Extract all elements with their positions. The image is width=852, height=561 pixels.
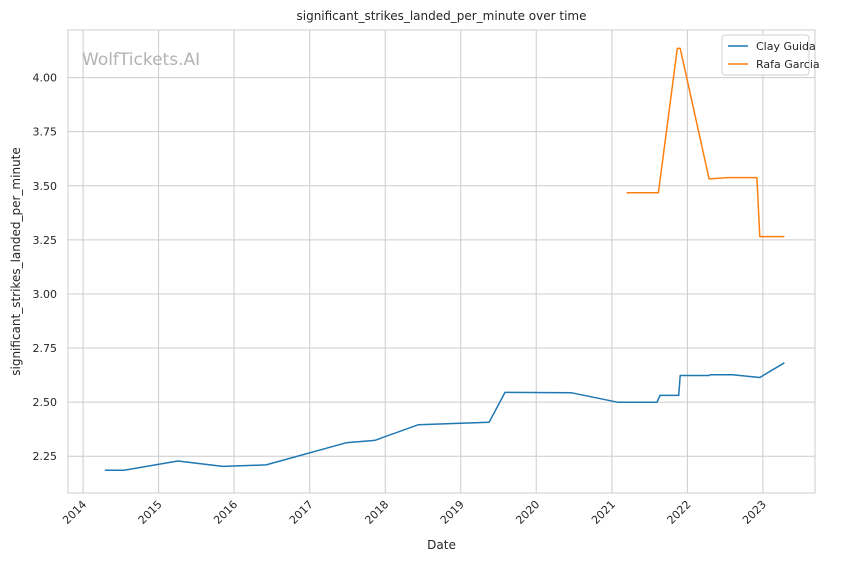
x-axis-ticks: 2014 2015 2016 2017 2018 2019 2020 2021 2022 2023 — [60, 498, 769, 527]
x-tick-label: 2023 — [740, 498, 769, 527]
x-tick-label: 2017 — [287, 498, 316, 527]
x-tick-label: 2016 — [211, 498, 240, 527]
x-tick-label: 2022 — [665, 498, 694, 527]
legend-box — [721, 34, 810, 76]
series-lines — [104, 47, 785, 472]
series-line-1 — [104, 362, 785, 472]
chart-title: significant_strikes_landed_per_minute ov… — [296, 9, 586, 23]
y-tick-label: 3.25 — [33, 234, 58, 247]
grid-lines — [68, 30, 815, 493]
y-tick-label: 4.00 — [33, 72, 58, 85]
x-tick-label: 2015 — [136, 498, 165, 527]
series-line-2 — [626, 47, 785, 238]
y-axis-ticks: 2.25 2.50 2.75 3.00 3.25 3.50 3.75 4.00 — [33, 72, 58, 464]
y-axis-title: significant_strikes_landed_per_minute — [9, 147, 23, 376]
x-axis-title: Date — [427, 538, 456, 552]
y-tick-label: 2.25 — [33, 450, 58, 463]
y-tick-label: 2.75 — [33, 342, 58, 355]
y-tick-label: 3.75 — [33, 126, 58, 139]
x-tick-label: 2020 — [513, 498, 542, 527]
watermark-text: WolfTickets.AI — [82, 50, 200, 70]
legend-label: Clay Guida — [756, 40, 816, 53]
x-tick-label: 2019 — [438, 498, 467, 527]
x-tick-label: 2021 — [589, 498, 618, 527]
x-tick-label: 2018 — [362, 498, 391, 527]
legend-label: Rafa Garcia — [756, 58, 820, 71]
y-tick-label: 2.50 — [33, 396, 58, 409]
legend: Clay Guida Rafa Garcia — [721, 34, 820, 76]
plot-area-frame — [67, 29, 816, 494]
x-tick-label: 2014 — [60, 498, 89, 527]
y-tick-label: 3.00 — [33, 288, 58, 301]
y-tick-label: 3.50 — [33, 180, 58, 193]
